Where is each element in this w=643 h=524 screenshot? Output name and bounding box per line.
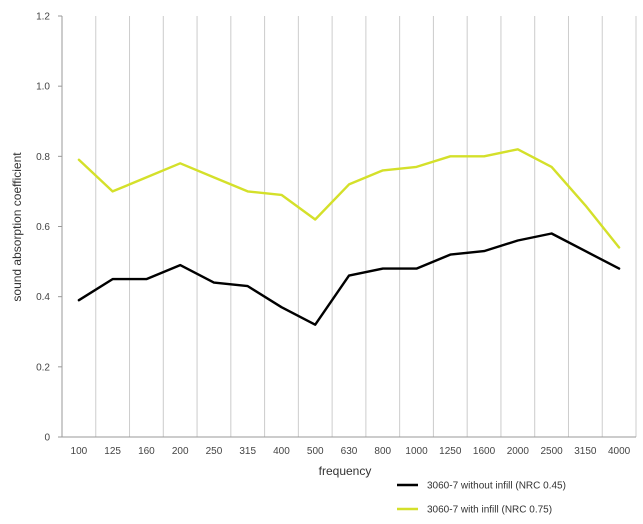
y-tick-label: 1.0: [36, 82, 50, 93]
y-tick-label: 1.2: [36, 12, 50, 23]
x-tick-label: 630: [341, 446, 358, 457]
x-tick-label: 4000: [608, 446, 631, 457]
x-tick-label: 200: [172, 446, 189, 457]
series-lines: [77, 148, 621, 326]
x-tick-label: 2500: [540, 446, 563, 457]
x-tick-labels: 100 125 160 200 250 315 400 500 630 800 1000 1250 16…: [71, 446, 631, 457]
x-tick-label: 500: [307, 446, 324, 457]
y-tick-label: 0: [44, 433, 50, 444]
x-tick-label: 250: [206, 446, 223, 457]
x-tick-label: 100: [71, 446, 88, 457]
x-tick-label: 1250: [439, 446, 462, 457]
legend: 3060-7 without infill (NRC 0.45) 3060-7 w…: [397, 481, 566, 516]
y-tick-label: 0.2: [36, 362, 50, 373]
x-tick-label: 1600: [473, 446, 496, 457]
y-tick-labels: 0 0.2 0.4 0.6 0.8 1.0 1.2: [36, 12, 50, 444]
x-tick-label: 315: [239, 446, 256, 457]
legend-label-2: 3060-7 with infill (NRC 0.75): [427, 505, 552, 516]
series-line-1: [77, 232, 621, 326]
series-line-2: [77, 148, 621, 249]
x-tick-label: 3150: [574, 446, 597, 457]
axes: [58, 15, 636, 438]
grid: [95, 16, 637, 437]
x-tick-label: 160: [138, 446, 155, 457]
y-tick-label: 0.4: [36, 292, 50, 303]
x-tick-label: 800: [374, 446, 391, 457]
y-tick-label: 0.6: [36, 222, 50, 233]
x-tick-label: 125: [104, 446, 121, 457]
x-tick-label: 1000: [405, 446, 428, 457]
y-axis-label: sound absorption coefficient: [10, 152, 24, 302]
legend-label-1: 3060-7 without infill (NRC 0.45): [427, 481, 566, 492]
y-tick-label: 0.8: [36, 152, 50, 163]
x-tick-label: 400: [273, 446, 290, 457]
x-tick-label: 2000: [507, 446, 530, 457]
x-axis-label: frequency: [319, 464, 372, 478]
